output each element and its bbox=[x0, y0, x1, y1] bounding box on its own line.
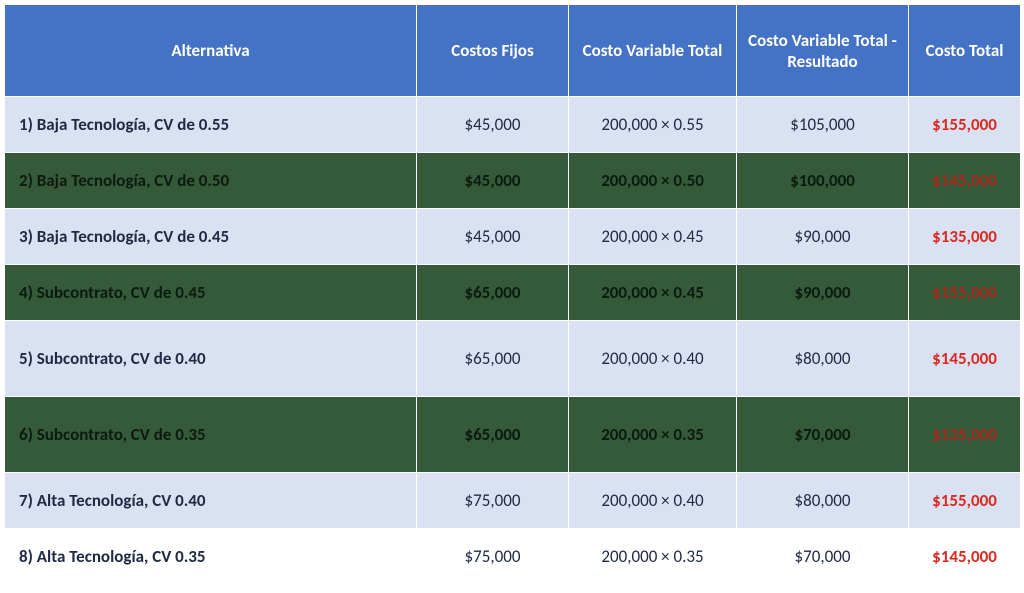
cell-fijos: $75,000 bbox=[417, 473, 569, 529]
cell-total: $155,000 bbox=[909, 473, 1021, 529]
cell-total: $145,000 bbox=[909, 153, 1021, 209]
cell-cv-calc: 200,000 × 0.35 bbox=[569, 529, 737, 585]
cell-cv-calc: 200,000 × 0.40 bbox=[569, 473, 737, 529]
cell-cv-calc: 200,000 × 0.55 bbox=[569, 97, 737, 153]
cell-total: $155,000 bbox=[909, 265, 1021, 321]
cell-alternativa: 5) Subcontrato, CV de 0.40 bbox=[5, 321, 417, 397]
cell-cv-result: $90,000 bbox=[737, 209, 909, 265]
cell-cv-result: $100,000 bbox=[737, 153, 909, 209]
col-header-cv-resultado: Costo Variable Total - Resultado bbox=[737, 5, 909, 97]
col-header-cv-total: Costo Variable Total bbox=[569, 5, 737, 97]
cell-cv-calc: 200,000 × 0.50 bbox=[569, 153, 737, 209]
cell-cv-result: $105,000 bbox=[737, 97, 909, 153]
table-row: 4) Subcontrato, CV de 0.45 $65,000 200,0… bbox=[5, 265, 1021, 321]
cell-alternativa: 8) Alta Tecnología, CV 0.35 bbox=[5, 529, 417, 585]
cell-fijos: $45,000 bbox=[417, 153, 569, 209]
table-row: 8) Alta Tecnología, CV 0.35 $75,000 200,… bbox=[5, 529, 1021, 585]
cell-fijos: $65,000 bbox=[417, 397, 569, 473]
cell-total: $135,000 bbox=[909, 209, 1021, 265]
cell-total: $145,000 bbox=[909, 321, 1021, 397]
cell-cv-calc: 200,000 × 0.40 bbox=[569, 321, 737, 397]
cell-alternativa: 1) Baja Tecnología, CV de 0.55 bbox=[5, 97, 417, 153]
cell-total: $155,000 bbox=[909, 97, 1021, 153]
table-row: 6) Subcontrato, CV de 0.35 $65,000 200,0… bbox=[5, 397, 1021, 473]
table-row: 5) Subcontrato, CV de 0.40 $65,000 200,0… bbox=[5, 321, 1021, 397]
cell-cv-result: $80,000 bbox=[737, 473, 909, 529]
cell-total: $145,000 bbox=[909, 529, 1021, 585]
table-row: 7) Alta Tecnología, CV 0.40 $75,000 200,… bbox=[5, 473, 1021, 529]
cell-cv-calc: 200,000 × 0.45 bbox=[569, 265, 737, 321]
cell-cv-calc: 200,000 × 0.35 bbox=[569, 397, 737, 473]
cell-total: $135,000 bbox=[909, 397, 1021, 473]
cell-cv-result: $90,000 bbox=[737, 265, 909, 321]
cell-alternativa: 2) Baja Tecnología, CV de 0.50 bbox=[5, 153, 417, 209]
cell-alternativa: 6) Subcontrato, CV de 0.35 bbox=[5, 397, 417, 473]
cell-alternativa: 7) Alta Tecnología, CV 0.40 bbox=[5, 473, 417, 529]
table-row: 1) Baja Tecnología, CV de 0.55 $45,000 2… bbox=[5, 97, 1021, 153]
col-header-alternativa: Alternativa bbox=[5, 5, 417, 97]
table-header-row: Alternativa Costos Fijos Costo Variable … bbox=[5, 5, 1021, 97]
cell-fijos: $45,000 bbox=[417, 209, 569, 265]
col-header-costo-total: Costo Total bbox=[909, 5, 1021, 97]
table-row: 2) Baja Tecnología, CV de 0.50 $45,000 2… bbox=[5, 153, 1021, 209]
cell-cv-result: $70,000 bbox=[737, 529, 909, 585]
cell-cv-calc: 200,000 × 0.45 bbox=[569, 209, 737, 265]
cell-cv-result: $70,000 bbox=[737, 397, 909, 473]
col-header-costos-fijos: Costos Fijos bbox=[417, 5, 569, 97]
cell-fijos: $65,000 bbox=[417, 265, 569, 321]
cell-alternativa: 3) Baja Tecnología, CV de 0.45 bbox=[5, 209, 417, 265]
cell-cv-result: $80,000 bbox=[737, 321, 909, 397]
cost-table: Alternativa Costos Fijos Costo Variable … bbox=[4, 4, 1021, 585]
table-row: 3) Baja Tecnología, CV de 0.45 $45,000 2… bbox=[5, 209, 1021, 265]
table-body: 1) Baja Tecnología, CV de 0.55 $45,000 2… bbox=[5, 97, 1021, 585]
cell-fijos: $45,000 bbox=[417, 97, 569, 153]
cell-alternativa: 4) Subcontrato, CV de 0.45 bbox=[5, 265, 417, 321]
cell-fijos: $65,000 bbox=[417, 321, 569, 397]
cell-fijos: $75,000 bbox=[417, 529, 569, 585]
